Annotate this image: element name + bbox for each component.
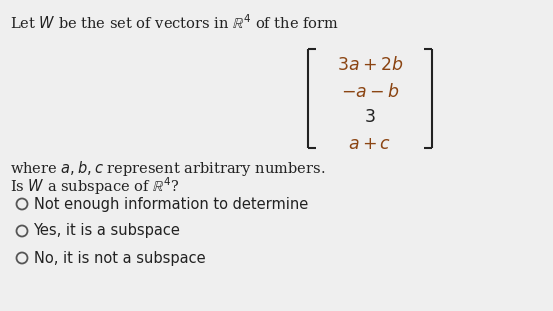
Text: Yes, it is a subspace: Yes, it is a subspace: [34, 224, 180, 239]
Text: $3a + 2b$: $3a + 2b$: [337, 56, 403, 74]
Text: $3$: $3$: [364, 109, 376, 126]
Text: $-a - b$: $-a - b$: [341, 83, 399, 101]
Text: Not enough information to determine: Not enough information to determine: [34, 197, 308, 211]
Text: Is $W$ a subspace of $\mathbb{R}^4$?: Is $W$ a subspace of $\mathbb{R}^4$?: [10, 175, 180, 197]
Text: Let $W$ be the set of vectors in $\mathbb{R}^4$ of the form: Let $W$ be the set of vectors in $\mathb…: [10, 13, 339, 32]
Text: where $a, b, c$ represent arbitrary numbers.: where $a, b, c$ represent arbitrary numb…: [10, 159, 325, 178]
Text: $a + c$: $a + c$: [348, 136, 392, 153]
Text: No, it is not a subspace: No, it is not a subspace: [34, 250, 205, 266]
